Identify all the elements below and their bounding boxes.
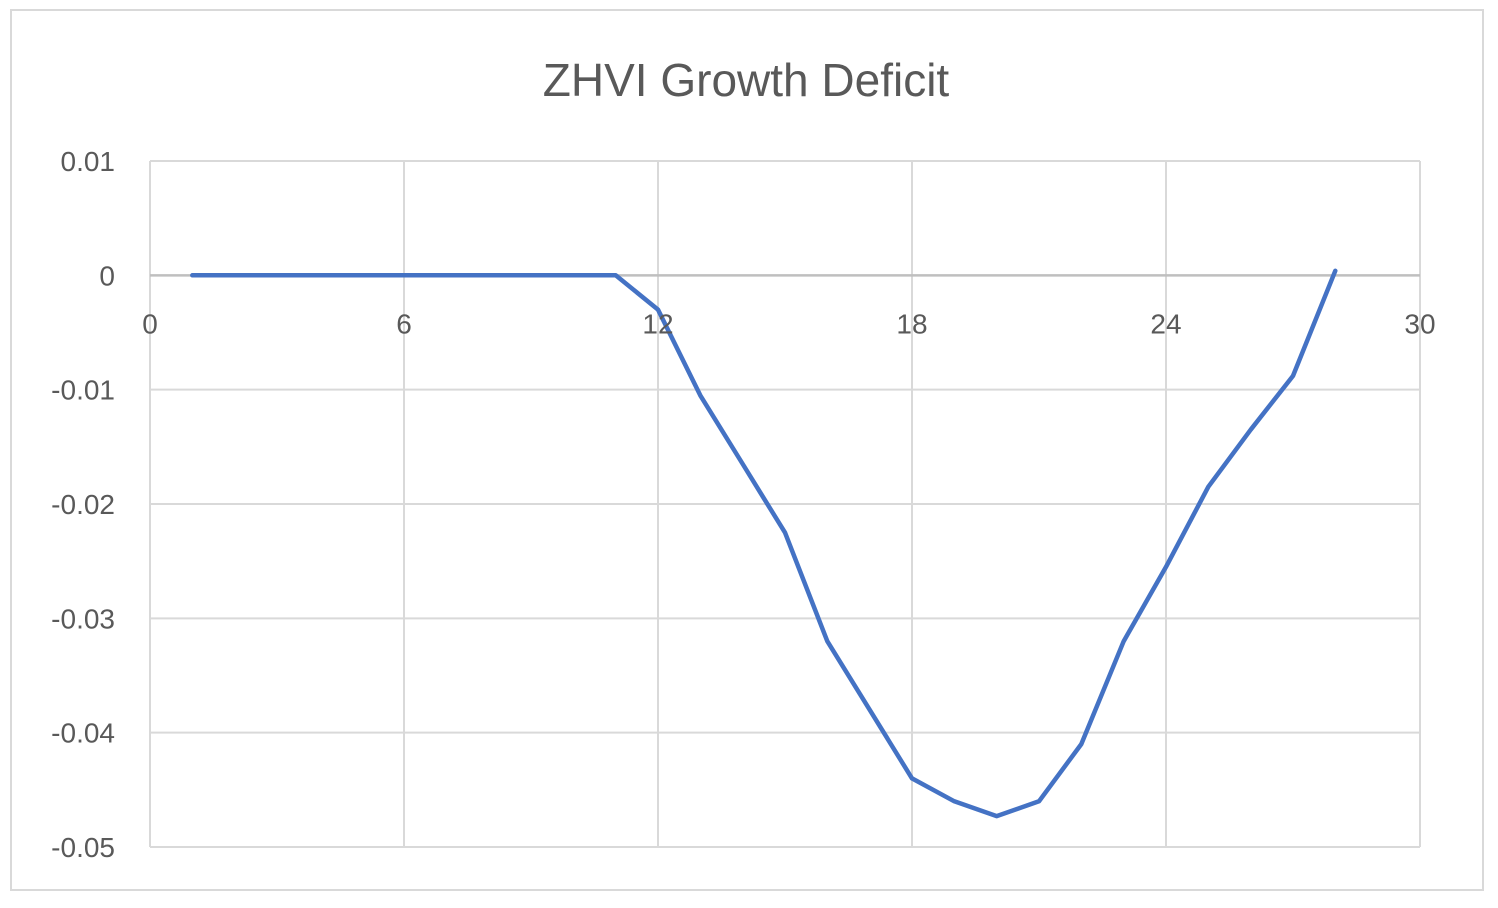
horizontal-gridlines bbox=[150, 160, 1420, 848]
y-tick-label: -0.04 bbox=[51, 718, 115, 749]
y-tick-label: -0.03 bbox=[51, 603, 115, 634]
chart-title: ZHVI Growth Deficit bbox=[543, 54, 950, 106]
x-tick-label: 12 bbox=[642, 308, 673, 339]
y-tick-label: -0.01 bbox=[51, 375, 115, 406]
y-tick-label: -0.02 bbox=[51, 489, 115, 520]
x-tick-label: 6 bbox=[396, 308, 412, 339]
series-group bbox=[190, 268, 1338, 819]
x-tick-label: 30 bbox=[1404, 308, 1435, 339]
series-line bbox=[190, 268, 1338, 819]
y-tick-label: 0.01 bbox=[61, 146, 116, 177]
y-tick-label: 0 bbox=[99, 260, 115, 291]
y-tick-label: -0.05 bbox=[51, 832, 115, 863]
y-axis-tick-labels: 0.01 0 -0.01 -0.02 -0.03 -0.04 -0.05 bbox=[51, 146, 115, 863]
x-tick-label: 0 bbox=[142, 308, 158, 339]
x-tick-label: 18 bbox=[896, 308, 927, 339]
x-axis-tick-labels: 0 6 12 18 24 30 bbox=[142, 308, 1435, 339]
x-tick-label: 24 bbox=[1150, 308, 1181, 339]
